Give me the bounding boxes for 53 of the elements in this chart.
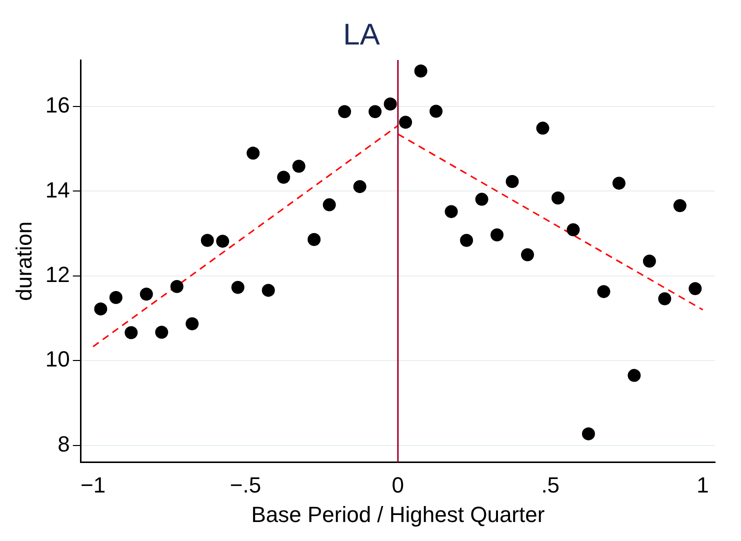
point (308, 233, 321, 246)
point (109, 291, 122, 304)
point (94, 302, 108, 316)
x-axis-title: Base Period / Highest Quarter (251, 502, 545, 527)
point (506, 175, 519, 188)
y-tick-label: 12 (45, 262, 70, 287)
point (399, 116, 412, 129)
point (430, 104, 443, 118)
point (170, 280, 184, 293)
y-tick-label: 8 (58, 431, 70, 456)
x-tick-label: 0 (392, 472, 404, 498)
point (353, 180, 366, 194)
point (582, 427, 595, 440)
point (566, 223, 580, 236)
x-tick-label: −.5 (230, 472, 262, 498)
point (612, 176, 626, 190)
y-tick-label: 14 (45, 177, 70, 202)
point (262, 284, 275, 297)
point (292, 160, 306, 173)
point (384, 98, 397, 111)
point (673, 199, 686, 212)
point (688, 282, 702, 296)
point (155, 326, 168, 339)
x-tick-label: .5 (541, 472, 560, 498)
point (597, 285, 610, 298)
x-tick-label: −1 (80, 472, 106, 498)
point (628, 368, 641, 382)
point (475, 192, 488, 206)
point (490, 228, 504, 242)
x-tick-label: 1 (696, 472, 709, 498)
chart-title: LA (343, 18, 380, 52)
point (444, 205, 458, 218)
point (140, 288, 153, 301)
point (277, 170, 290, 184)
point (414, 64, 428, 78)
y-tick-label: 16 (45, 92, 70, 118)
point (551, 192, 564, 205)
point (200, 234, 214, 247)
point (322, 198, 336, 212)
point (460, 234, 474, 247)
y-axis-title: duration (11, 221, 36, 301)
point (246, 146, 260, 160)
point (231, 280, 244, 294)
point (368, 105, 382, 118)
point (216, 234, 230, 248)
y-tick-label: 10 (45, 346, 70, 372)
point (658, 292, 672, 306)
point (124, 326, 138, 340)
point (186, 317, 199, 330)
point (521, 248, 534, 262)
point (642, 254, 656, 268)
point (536, 122, 550, 135)
point (338, 105, 352, 118)
